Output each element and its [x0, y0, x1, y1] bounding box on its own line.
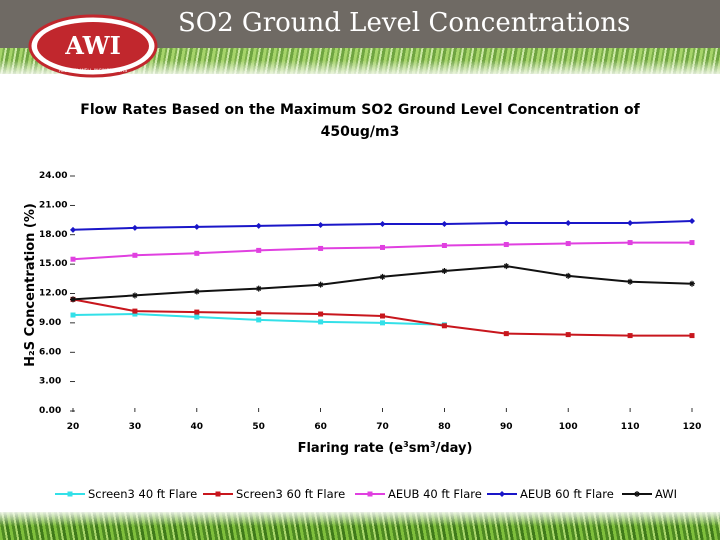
y-tick-label: 24.00 — [39, 171, 67, 181]
chart-title-line2: 450ug/m3 — [321, 124, 400, 140]
x-axis-label: Flaring rate (e3sm3/day) — [298, 440, 473, 456]
y-tick-label: 9.00 — [39, 318, 61, 328]
data-point — [689, 333, 695, 339]
data-point — [193, 288, 200, 295]
data-point — [70, 296, 76, 303]
legend-label: AWI — [655, 487, 677, 501]
data-point — [131, 292, 138, 299]
series-line — [72, 265, 693, 301]
data-point — [318, 311, 324, 317]
y-tick-label: 18.00 — [39, 230, 67, 240]
data-point — [503, 263, 510, 270]
data-point — [256, 310, 262, 316]
data-point — [565, 241, 571, 247]
chart-title-line1: Flow Rates Based on the Maximum SO2 Grou… — [80, 102, 640, 118]
data-point — [70, 226, 76, 233]
legend-label: AEUB 40 ft Flare — [388, 487, 482, 501]
y-tick-label: 0.00 — [39, 406, 61, 416]
data-point — [441, 220, 448, 227]
data-point — [689, 280, 695, 287]
data-point — [565, 332, 571, 338]
data-point — [256, 247, 262, 253]
data-point — [441, 243, 447, 248]
data-point — [255, 222, 262, 229]
data-point — [689, 240, 695, 246]
data-point — [317, 281, 324, 288]
data-point — [317, 221, 324, 228]
x-tick-label: 30 — [129, 422, 142, 432]
data-point — [380, 244, 385, 250]
x-tick-label: 70 — [376, 422, 389, 432]
data-point — [193, 223, 200, 230]
data-point — [70, 312, 76, 318]
data-point — [318, 319, 324, 325]
data-point — [194, 309, 200, 315]
data-point — [565, 219, 572, 226]
y-tick-label: 3.00 — [39, 377, 61, 387]
data-point — [70, 256, 76, 262]
y-tick-label: 12.00 — [39, 289, 67, 299]
data-point — [380, 313, 385, 319]
data-point — [627, 240, 633, 246]
x-tick-label: 40 — [191, 422, 204, 432]
y-axis-label: H₂S Concentration (%) — [23, 203, 38, 367]
x-tick-label: 50 — [252, 422, 265, 432]
x-tick-label: 80 — [438, 422, 451, 432]
data-point — [503, 219, 510, 226]
data-point — [441, 267, 448, 274]
chart-series — [70, 218, 695, 339]
y-tick-label: 21.00 — [39, 200, 67, 210]
x-tick-label: 100 — [559, 422, 578, 432]
data-point — [379, 273, 386, 280]
data-point — [565, 272, 572, 279]
x-tick-label: 60 — [314, 422, 327, 432]
svg-text:ALBERTA WELL INCINERATORS: ALBERTA WELL INCINERATORS — [59, 68, 127, 74]
chart-axes: 24.00 21.00 18.00 15.00 12.00 9.00 6.00 3.00 0.0… — [39, 171, 701, 432]
chart-legend: Screen3 40 ft Flare Screen3 60 ft Flare AE… — [55, 487, 677, 501]
data-point — [503, 242, 509, 248]
data-point — [132, 252, 138, 258]
data-point — [132, 311, 138, 317]
data-point — [503, 331, 509, 337]
x-tick-label: 90 — [500, 422, 513, 432]
legend-label: Screen3 60 ft Flare — [236, 487, 345, 501]
y-tick-label: 15.00 — [39, 259, 67, 269]
svg-text:AWI: AWI — [64, 31, 121, 60]
data-point — [255, 285, 262, 292]
data-point — [441, 323, 447, 329]
y-tick-label: 6.00 — [39, 347, 61, 357]
data-point — [194, 250, 200, 256]
legend-label: AEUB 60 ft Flare — [520, 487, 614, 501]
data-point — [194, 314, 200, 320]
data-point — [627, 333, 633, 339]
x-tick-label: 120 — [683, 422, 702, 432]
data-point — [256, 317, 262, 323]
legend-label: Screen3 40 ft Flare — [88, 487, 197, 501]
data-point — [627, 278, 634, 285]
x-tick-label: 110 — [621, 422, 640, 432]
awi-logo: AWI ALBERTA WELL INCINERATORS — [28, 14, 158, 78]
data-point — [318, 245, 324, 251]
data-point — [379, 220, 386, 227]
data-point — [689, 218, 695, 225]
data-point — [131, 224, 138, 231]
x-tick-label: 20 — [67, 422, 80, 432]
data-point — [380, 320, 385, 326]
data-point — [627, 219, 634, 226]
slide-title: SO2 Ground Level Concentrations — [178, 8, 631, 38]
data-point — [132, 308, 138, 314]
